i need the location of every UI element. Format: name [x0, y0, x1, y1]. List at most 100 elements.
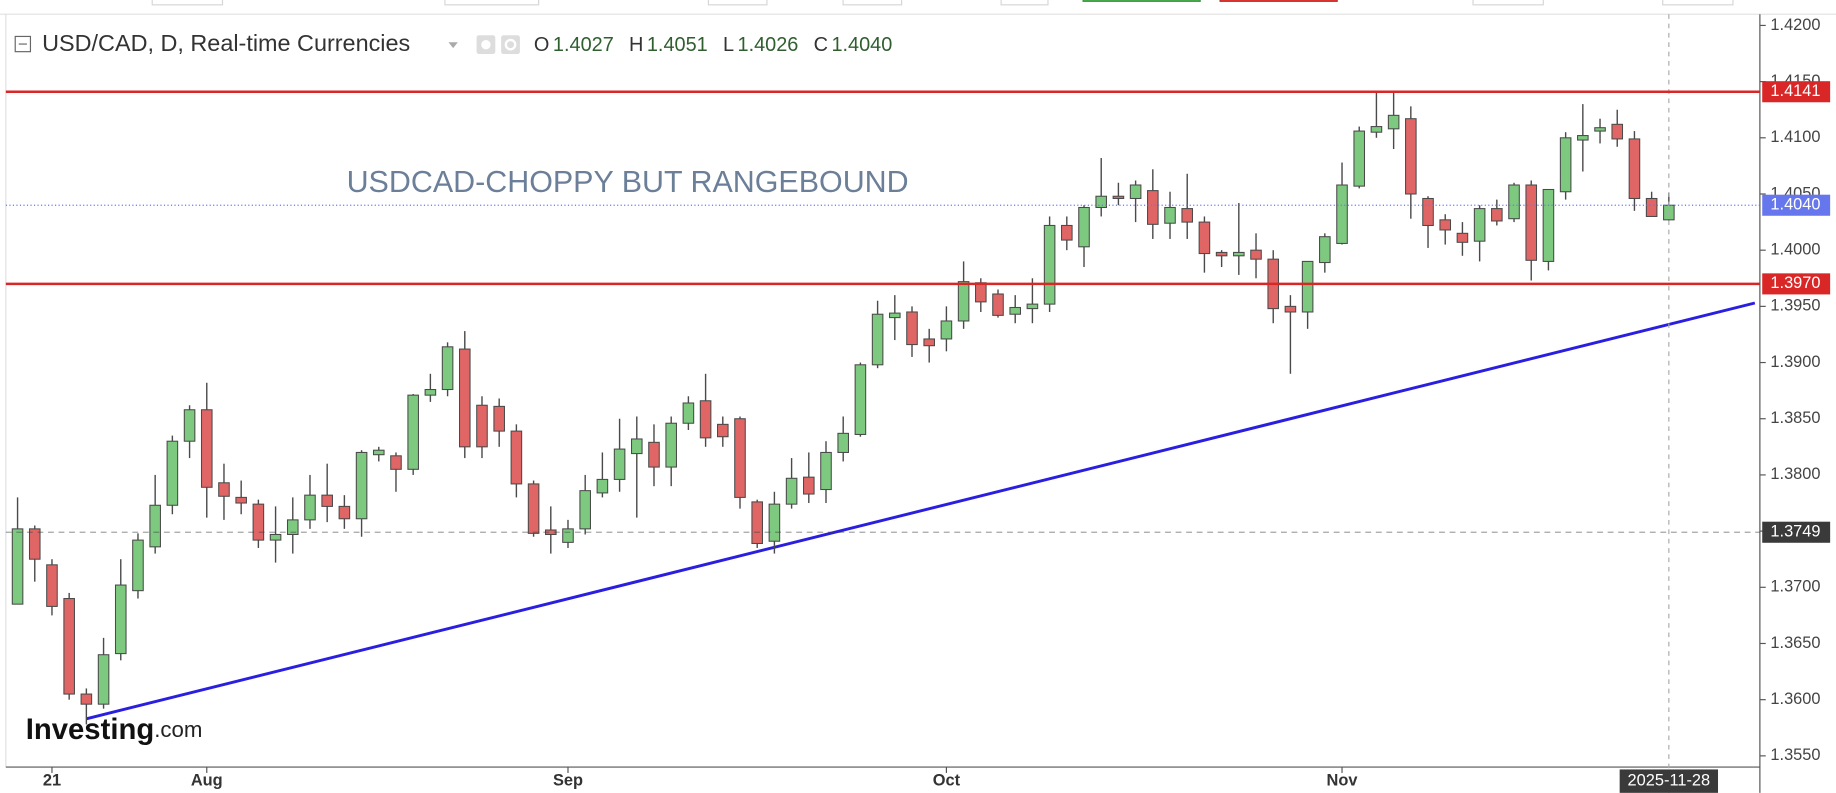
- candle-body: [114, 584, 127, 655]
- candle: [1181, 173, 1194, 239]
- candle: [1645, 191, 1658, 217]
- candle-body: [1198, 221, 1211, 255]
- y-tick-label: 1.3650: [1770, 634, 1820, 652]
- x-tick-label: Sep: [553, 771, 583, 789]
- candle-body: [183, 409, 196, 442]
- ohlc-item: C 1.4040: [814, 34, 893, 56]
- candle: [1129, 180, 1142, 223]
- candle: [1336, 162, 1348, 245]
- candle: [1542, 188, 1555, 271]
- ohlc-item: O 1.4027: [534, 34, 614, 56]
- toolbar-button[interactable]: [444, 0, 540, 6]
- candle: [390, 452, 402, 492]
- toolbar-button[interactable]: [151, 0, 224, 6]
- candle: [132, 533, 144, 599]
- level-label: 1.3970: [1770, 274, 1820, 292]
- y-tick-label: 1.3550: [1770, 746, 1820, 764]
- toolbar-button[interactable]: [707, 0, 768, 6]
- candle-body: [734, 418, 746, 498]
- candle-body: [458, 348, 471, 448]
- candle: [837, 416, 849, 462]
- candle: [785, 458, 798, 509]
- candle: [1594, 118, 1606, 144]
- candle-body: [149, 504, 161, 548]
- candle-body: [785, 477, 798, 505]
- level-label: 1.4040: [1770, 196, 1820, 214]
- candle-body: [820, 451, 832, 491]
- candle-body: [510, 430, 523, 485]
- candle: [200, 382, 213, 518]
- settings-icon[interactable]: [501, 35, 520, 55]
- level-box: [1762, 194, 1831, 216]
- sell-button[interactable]: [1219, 0, 1338, 2]
- candle-body: [630, 438, 643, 455]
- candle: [321, 463, 333, 523]
- candle: [252, 499, 265, 548]
- watermark-suffix: .com: [154, 717, 202, 742]
- candle: [149, 474, 161, 554]
- y-tick-label: 1.3950: [1770, 297, 1820, 315]
- y-tick-label: 1.3700: [1770, 578, 1820, 596]
- candle-body: [1336, 184, 1348, 244]
- candle: [1284, 295, 1297, 374]
- toolbar-button[interactable]: [842, 0, 903, 6]
- x-tick-label: Oct: [933, 771, 961, 789]
- candle: [1061, 216, 1073, 251]
- candle: [80, 688, 93, 725]
- toolbar-button[interactable]: [1472, 0, 1544, 6]
- candle-body: [975, 282, 987, 303]
- settings-icon-gear: [504, 38, 517, 51]
- buy-button[interactable]: [1082, 0, 1201, 2]
- candle: [1043, 216, 1056, 312]
- candle-body: [579, 490, 591, 530]
- ohlc-item: H 1.4051: [629, 34, 708, 56]
- ohlc-value: 1.4027: [553, 34, 614, 56]
- candle: [1198, 216, 1211, 273]
- candle: [1456, 222, 1469, 256]
- y-tick-label: 1.4100: [1770, 128, 1820, 146]
- y-tick-label: 1.3600: [1770, 690, 1820, 708]
- toolbar-button[interactable]: [1000, 0, 1049, 6]
- candle: [1301, 260, 1314, 329]
- candle: [1577, 104, 1589, 172]
- candle-body: [717, 423, 729, 438]
- candle-body: [1525, 184, 1538, 261]
- candle-body: [46, 564, 58, 607]
- dropdown-arrow[interactable]: [448, 42, 458, 49]
- candle: [1473, 205, 1486, 262]
- candle: [114, 559, 127, 661]
- candle: [28, 525, 41, 582]
- ohlc-legend: O 1.4027 H 1.4051 L 1.4026 C 1.4040: [534, 34, 892, 56]
- candle: [218, 463, 230, 520]
- candle: [1026, 278, 1039, 324]
- toolbar-button[interactable]: [1662, 0, 1734, 6]
- candle-body: [1387, 114, 1400, 130]
- candle-body: [1628, 138, 1641, 200]
- candle-body: [699, 400, 712, 439]
- candle-body: [493, 405, 505, 432]
- level-box: [1762, 521, 1831, 543]
- candle-body: [1061, 224, 1073, 241]
- candle: [768, 491, 781, 554]
- candle: [562, 519, 574, 548]
- annotation: USDCAD-CHOPPY BUT RANGEBOUND: [347, 165, 909, 199]
- candle: [1525, 180, 1538, 281]
- candle-body: [476, 404, 488, 448]
- candle-body: [1181, 208, 1194, 223]
- y-tick-label: 1.4200: [1770, 16, 1820, 34]
- candle: [458, 331, 471, 459]
- ohlc-value: 1.4026: [738, 34, 799, 56]
- y-tick-label: 1.3900: [1770, 353, 1820, 371]
- watermark-brand: Investing: [26, 714, 154, 746]
- trend-line: [86, 301, 1756, 721]
- candle: [803, 452, 815, 504]
- candle-body: [235, 496, 247, 504]
- candle-body: [321, 494, 333, 507]
- candle-body: [544, 529, 557, 536]
- ohlc-name: H: [629, 34, 643, 56]
- candle-body: [889, 312, 901, 319]
- collapse-icon[interactable]: [14, 35, 32, 53]
- candle-body: [613, 448, 626, 480]
